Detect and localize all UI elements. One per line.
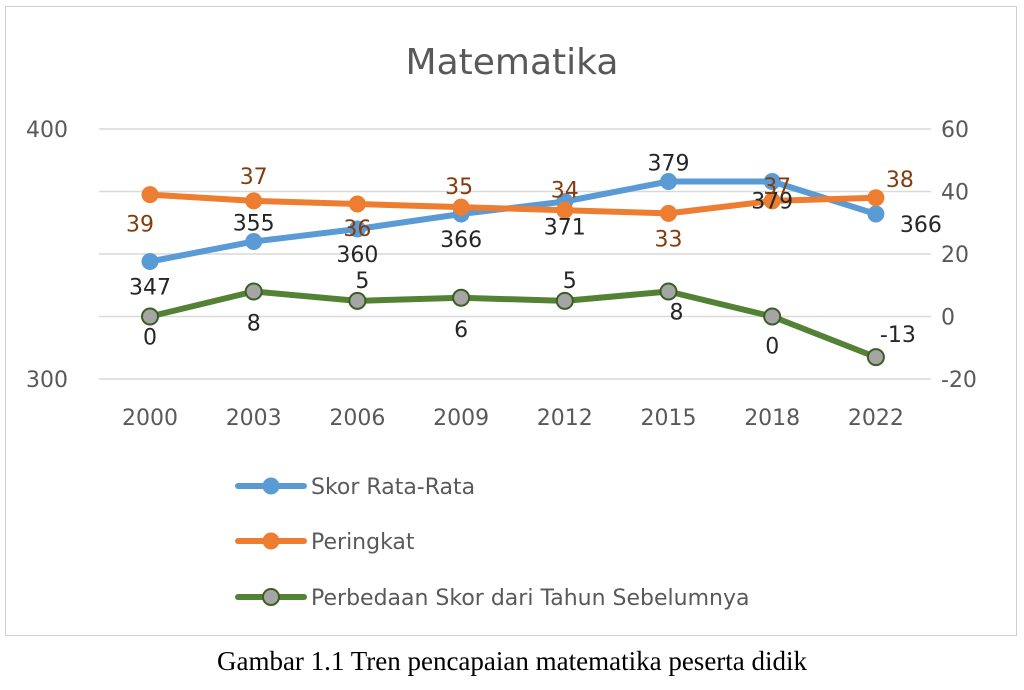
data-point (867, 205, 885, 223)
data-point (141, 186, 159, 204)
data-label: 366 (440, 228, 482, 253)
data-point (348, 291, 367, 310)
chart-frame: Matematika -20 0 20 40 60 300 400 2000 2003 2006 2… (5, 6, 1017, 636)
data-label: 6 (454, 318, 468, 343)
right-axis-tick-label: 60 (941, 118, 969, 143)
data-point (452, 198, 470, 216)
data-point (659, 282, 678, 301)
data-label: 34 (551, 178, 579, 203)
data-point (660, 204, 677, 222)
data-label: 37 (240, 165, 268, 190)
x-axis-tick-label: 2018 (744, 406, 800, 431)
data-point (763, 192, 781, 210)
x-axis-tick-label: 2006 (329, 406, 385, 431)
data-label: 379 (751, 190, 793, 215)
data-label: 379 (648, 152, 690, 177)
right-axis-tick-label: 40 (941, 181, 969, 206)
data-point (867, 189, 885, 207)
right-axis-tick-label: 20 (941, 243, 969, 268)
data-label: 0 (765, 335, 779, 360)
data-point (348, 195, 366, 213)
data-label: -13 (880, 323, 916, 348)
data-point (763, 307, 782, 326)
data-label: 37 (763, 175, 791, 200)
data-point (141, 253, 159, 270)
series-line (147, 191, 879, 217)
legend-marker (262, 588, 280, 606)
data-point (452, 288, 471, 307)
data-label: 39 (126, 213, 154, 238)
legend-label: Peringkat (311, 530, 415, 555)
legend-marker (262, 477, 280, 495)
right-axis-tick-label: -20 (941, 368, 977, 393)
data-label: 371 (544, 216, 586, 241)
data-label: 36 (343, 217, 371, 242)
data-label: 366 (900, 213, 942, 238)
data-point (556, 201, 574, 219)
data-point (763, 173, 781, 190)
data-point (244, 282, 263, 301)
data-label: 8 (670, 301, 684, 326)
x-axis-tick-label: 2015 (641, 406, 697, 431)
grid-layer (99, 128, 931, 380)
chart-title: Matematika (406, 42, 619, 83)
label-layer: 347 355 360 366 371 379 379 366 39 37 36 35 34 33 37 38… (126, 152, 942, 360)
series-layer (141, 173, 885, 367)
x-axis-tick-label: 2012 (537, 406, 593, 431)
data-point (141, 307, 159, 326)
x-axis-tick-label: 2009 (433, 406, 489, 431)
data-point (555, 291, 574, 310)
data-label: 35 (445, 175, 473, 200)
data-label: 38 (886, 168, 914, 193)
data-point (245, 192, 263, 210)
left-axis-tick-label: 400 (26, 118, 68, 143)
legend-label: Perbedaan Skor dari Tahun Sebelumnya (311, 586, 749, 611)
x-axis-tick-label: 2000 (122, 406, 178, 431)
data-label: 33 (655, 227, 683, 252)
data-point (348, 220, 366, 238)
data-label: 8 (247, 312, 261, 337)
data-point (245, 233, 263, 250)
data-point (660, 173, 677, 190)
series-line (147, 288, 879, 361)
data-label: 347 (129, 276, 171, 301)
left-axis-tick-label: 300 (26, 368, 68, 393)
data-label: 0 (143, 326, 157, 351)
x-axis-tick-label: 2022 (848, 406, 904, 431)
data-label: 5 (355, 269, 369, 294)
data-label: 360 (336, 243, 378, 268)
x-axis-tick-label: 2003 (226, 406, 282, 431)
legend-marker (262, 532, 280, 550)
data-label: 355 (233, 212, 275, 237)
legend-layer: Skor Rata-Rata Peringkat Perbedaan Skor da… (235, 475, 749, 611)
right-axis-tick-label: 0 (941, 306, 955, 331)
legend-label: Skor Rata-Rata (311, 475, 475, 500)
data-point (866, 348, 885, 367)
data-label: 5 (563, 269, 577, 294)
figure-caption: Gambar 1.1 Tren pencapaian matematika pe… (216, 646, 808, 676)
